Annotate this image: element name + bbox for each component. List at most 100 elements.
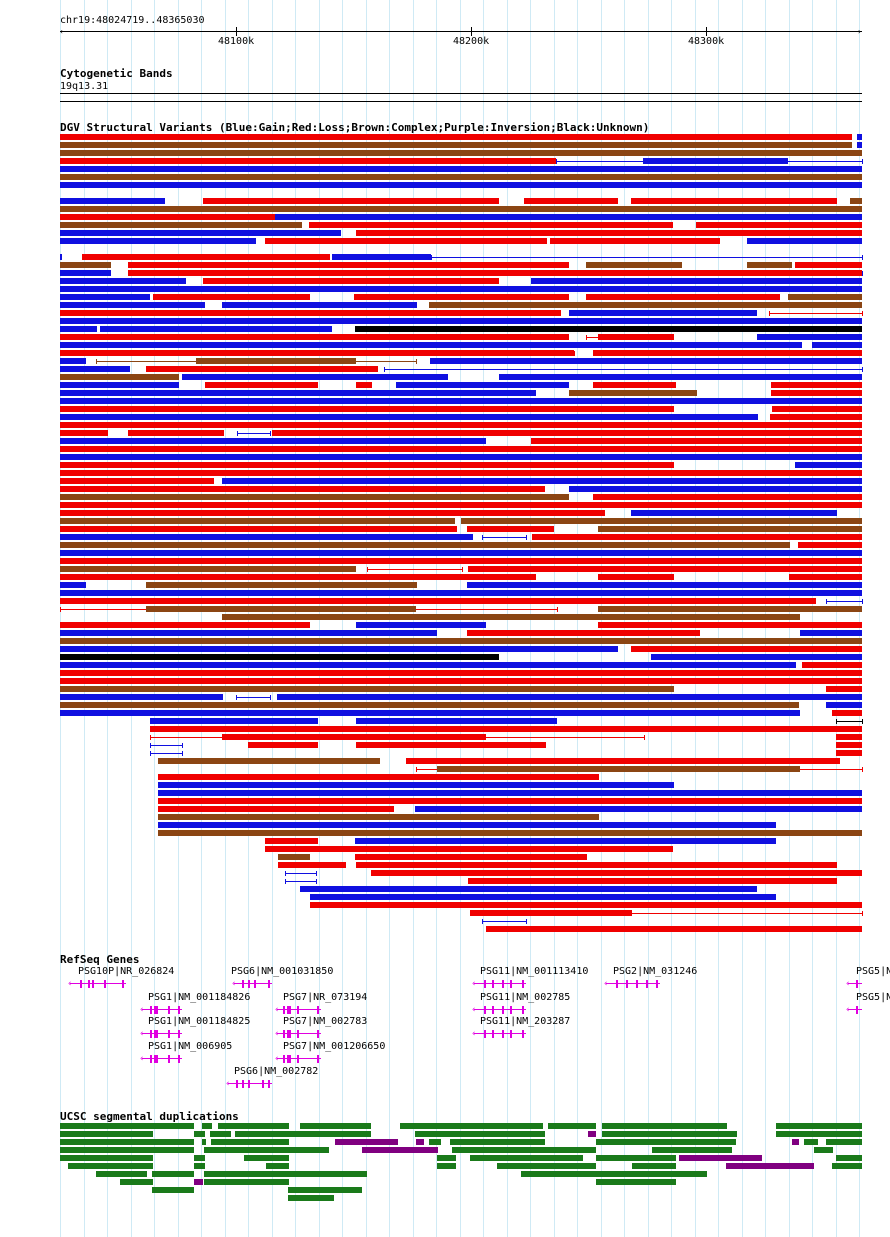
segmental-duplication[interactable]: [335, 1139, 398, 1145]
structural-variant[interactable]: [651, 654, 862, 660]
segmental-duplication[interactable]: [652, 1147, 732, 1153]
structural-variant[interactable]: [586, 262, 682, 268]
structural-variant[interactable]: [158, 830, 862, 836]
segmental-duplication[interactable]: [596, 1179, 676, 1185]
structural-variant[interactable]: [430, 358, 862, 364]
segmental-duplication[interactable]: [194, 1179, 203, 1185]
structural-variant[interactable]: [60, 590, 862, 596]
structural-variant[interactable]: [60, 254, 62, 260]
structural-variant[interactable]: [60, 366, 130, 372]
structural-variant[interactable]: [278, 854, 310, 860]
structural-variant[interactable]: [643, 158, 788, 164]
structural-variant[interactable]: [355, 854, 587, 860]
segmental-duplication[interactable]: [826, 1139, 862, 1145]
structural-variant[interactable]: [310, 894, 776, 900]
structural-variant[interactable]: [598, 606, 862, 612]
structural-variant[interactable]: [586, 294, 780, 300]
structural-variant[interactable]: [60, 222, 302, 228]
structural-variant[interactable]: [524, 198, 618, 204]
gene-model[interactable]: ‹: [274, 1053, 321, 1065]
structural-variant[interactable]: [468, 566, 862, 572]
structural-variant[interactable]: [795, 262, 862, 268]
segmental-duplication[interactable]: [218, 1123, 289, 1129]
segmental-duplication[interactable]: [288, 1195, 334, 1201]
structural-variant[interactable]: [812, 342, 862, 348]
structural-variant[interactable]: [60, 206, 862, 212]
segmental-duplication[interactable]: [362, 1147, 438, 1153]
structural-variant[interactable]: [60, 478, 214, 484]
structural-variant[interactable]: [467, 630, 700, 636]
structural-variant[interactable]: [60, 582, 86, 588]
gene-model[interactable]: ‹: [274, 1028, 321, 1040]
structural-variant[interactable]: [60, 294, 150, 300]
structural-variant[interactable]: [158, 806, 394, 812]
structural-variant[interactable]: [396, 382, 569, 388]
segdup-track-title[interactable]: UCSC segmental duplications: [60, 1110, 239, 1123]
structural-variant[interactable]: [60, 286, 862, 292]
structural-variant[interactable]: [265, 846, 673, 852]
structural-variant[interactable]: [569, 486, 862, 492]
structural-variant[interactable]: [569, 310, 757, 316]
structural-variant[interactable]: [795, 462, 862, 468]
structural-variant[interactable]: [415, 806, 862, 812]
segmental-duplication[interactable]: [602, 1131, 737, 1137]
gene-label[interactable]: PSG11|NM_203287: [480, 1016, 571, 1027]
structural-variant[interactable]: [60, 518, 455, 524]
gene-model[interactable]: ‹: [139, 1053, 182, 1065]
structural-variant[interactable]: [158, 790, 862, 796]
structural-variant[interactable]: [265, 838, 318, 844]
gene-model[interactable]: ‹: [67, 978, 126, 990]
structural-variant[interactable]: [196, 358, 356, 364]
structural-variant[interactable]: [593, 382, 676, 388]
segmental-duplication[interactable]: [588, 1131, 596, 1137]
gene-model[interactable]: ‹: [845, 1004, 862, 1016]
segmental-duplication[interactable]: [60, 1155, 153, 1161]
segmental-duplication[interactable]: [211, 1139, 289, 1145]
structural-variant[interactable]: [850, 374, 862, 380]
structural-variant[interactable]: [272, 430, 862, 436]
structural-variant[interactable]: [593, 350, 862, 356]
structural-variant[interactable]: [569, 390, 697, 396]
structural-variant[interactable]: [60, 502, 862, 508]
segmental-duplication[interactable]: [152, 1171, 194, 1177]
structural-variant[interactable]: [461, 518, 862, 524]
structural-variant[interactable]: [60, 454, 862, 460]
structural-variant[interactable]: [850, 198, 862, 204]
segmental-duplication[interactable]: [60, 1123, 194, 1129]
segmental-duplication[interactable]: [416, 1139, 424, 1145]
segmental-duplication[interactable]: [60, 1139, 194, 1145]
segmental-duplication[interactable]: [596, 1171, 707, 1177]
structural-variant[interactable]: [60, 182, 862, 188]
structural-variant[interactable]: [798, 542, 862, 548]
structural-variant[interactable]: [747, 262, 792, 268]
structural-variant[interactable]: [158, 774, 599, 780]
structural-variant[interactable]: [60, 510, 605, 516]
segmental-duplication[interactable]: [437, 1163, 456, 1169]
structural-variant[interactable]: [832, 710, 862, 716]
structural-variant[interactable]: [356, 862, 837, 868]
structural-variant[interactable]: [550, 238, 720, 244]
structural-variant[interactable]: [60, 686, 674, 692]
structural-variant[interactable]: [60, 670, 862, 676]
structural-variant[interactable]: [60, 430, 108, 436]
segmental-duplication[interactable]: [210, 1131, 231, 1137]
segmental-duplication[interactable]: [244, 1155, 289, 1161]
structural-variant[interactable]: [60, 446, 862, 452]
structural-variant[interactable]: [836, 734, 862, 740]
structural-variant[interactable]: [222, 478, 862, 484]
gene-label[interactable]: PSG1|NM_006905: [148, 1041, 233, 1052]
cytoband-track-title[interactable]: Cytogenetic Bands: [60, 67, 173, 80]
segmental-duplication[interactable]: [792, 1139, 799, 1145]
structural-variant[interactable]: [631, 646, 862, 652]
structural-variant[interactable]: [60, 486, 545, 492]
gene-label[interactable]: PSG11|NM_002785: [480, 992, 571, 1003]
structural-variant[interactable]: [153, 294, 310, 300]
structural-variant[interactable]: [60, 550, 862, 556]
structural-variant[interactable]: [203, 198, 499, 204]
segmental-duplication[interactable]: [68, 1163, 153, 1169]
gene-label[interactable]: PSG5|N: [856, 966, 890, 977]
structural-variant[interactable]: [182, 374, 448, 380]
structural-variant[interactable]: [598, 334, 674, 340]
segmental-duplication[interactable]: [415, 1131, 545, 1137]
segmental-duplication[interactable]: [194, 1131, 205, 1137]
